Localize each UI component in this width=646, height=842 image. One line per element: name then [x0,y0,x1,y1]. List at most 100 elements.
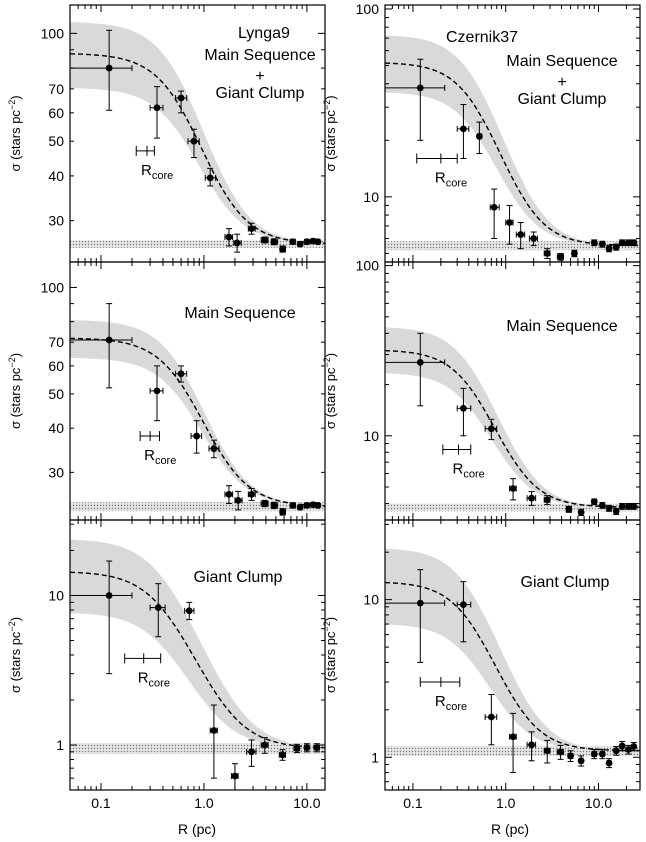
point-marker [206,174,214,182]
data-point [605,758,613,769]
y-axis-label-exponent: −2 [7,621,17,631]
data-point [234,490,243,511]
point-marker [190,137,198,145]
point-marker [487,425,495,433]
y-tick-label: 70 [48,81,64,97]
point-marker [630,239,638,247]
point-marker [233,239,241,247]
point-marker [248,225,255,233]
point-marker [605,245,613,253]
data-point [526,731,537,762]
data-point [605,245,613,253]
data-point [224,485,234,504]
y-tick-label: 60 [48,105,64,121]
rcore-label: Rcore [435,693,467,713]
point-marker [153,104,161,112]
data-point [567,750,574,763]
king-profile-fit-line [385,349,640,508]
data-point [270,501,279,510]
data-point [556,744,565,760]
data-point [279,245,287,253]
data-point [296,240,304,248]
background-band [70,240,325,248]
point-marker [270,238,278,246]
point-marker [314,501,322,509]
data-point [456,581,472,643]
y-tick-label: 1 [371,749,379,765]
data-point [565,505,573,513]
point-marker [105,64,113,72]
subset-label: Giant Clump [518,91,607,108]
data-point [70,29,133,111]
point-marker [234,496,242,504]
data-point [313,743,321,753]
data-point [590,749,598,760]
subset-label: Main Sequence [184,305,295,322]
data-point [289,501,297,509]
y-axis-label: σ (stars pc−2) [7,95,23,171]
data-point [630,502,638,510]
x-tick-label: 10.0 [293,795,320,811]
y-tick-label: 40 [48,420,64,436]
data-point [260,236,269,244]
point-marker [509,733,517,741]
y-axis-label-close: ) [8,95,23,99]
data-point [612,243,620,251]
point-marker [416,84,424,92]
data-point [618,740,626,752]
y-tick-label: 10 [363,428,379,444]
data-point [509,712,517,774]
point-marker [177,94,185,102]
y-axis-label-exponent: −2 [7,100,17,110]
point-marker [210,727,218,734]
y-axis-label-close: ) [8,353,23,357]
point-marker [460,404,467,412]
point-marker [210,445,218,453]
point-marker [567,752,574,760]
data-point [233,233,242,253]
point-marker [303,238,311,246]
panel-bottom-left: Rcore 0.1 1.0 10.0 1 10 σ (stars pc−2) Giant Cl… [7,519,326,811]
point-marker [296,503,304,511]
point-marker [557,253,564,261]
point-marker [303,744,311,752]
panel-plot-area [385,35,640,261]
data-point [208,439,220,459]
uncertainty-band [70,320,325,506]
x-tick-label: 0.1 [91,795,111,811]
x-tick-label: 1.0 [194,795,214,811]
rcore-label: Rcore [138,669,170,689]
data-point [505,204,514,245]
point-marker [279,245,286,253]
point-marker [565,505,573,513]
panel-middle-left: Rcore 30 40 50 60 70 100 σ (stars pc−2) Main Seq… [7,261,326,521]
data-point [385,58,446,141]
data-point [625,744,632,755]
y-tick-label: 60 [48,358,64,374]
y-axis-label-close: ) [323,353,338,357]
point-marker [612,243,620,251]
data-point [625,239,632,247]
data-point [612,507,620,515]
background-band [385,745,640,756]
data-point [149,365,164,422]
data-point [598,501,606,509]
data-point [314,501,322,509]
king-profile-fit-line [385,62,640,247]
data-point [279,508,287,516]
data-point [577,755,585,767]
data-point [630,239,638,247]
point-marker [248,748,255,756]
rcore-label-subscript: core [155,455,176,467]
x-tick-label: 1.0 [496,795,516,811]
point-marker [460,125,467,133]
point-marker [303,501,311,509]
y-tick-label: 10 [363,189,379,205]
point-marker [270,501,278,509]
point-marker [153,387,161,395]
panel-plot-area [385,548,640,774]
panel-plot-area [70,22,325,253]
point-marker [177,370,185,378]
subset-label: + [557,74,566,91]
